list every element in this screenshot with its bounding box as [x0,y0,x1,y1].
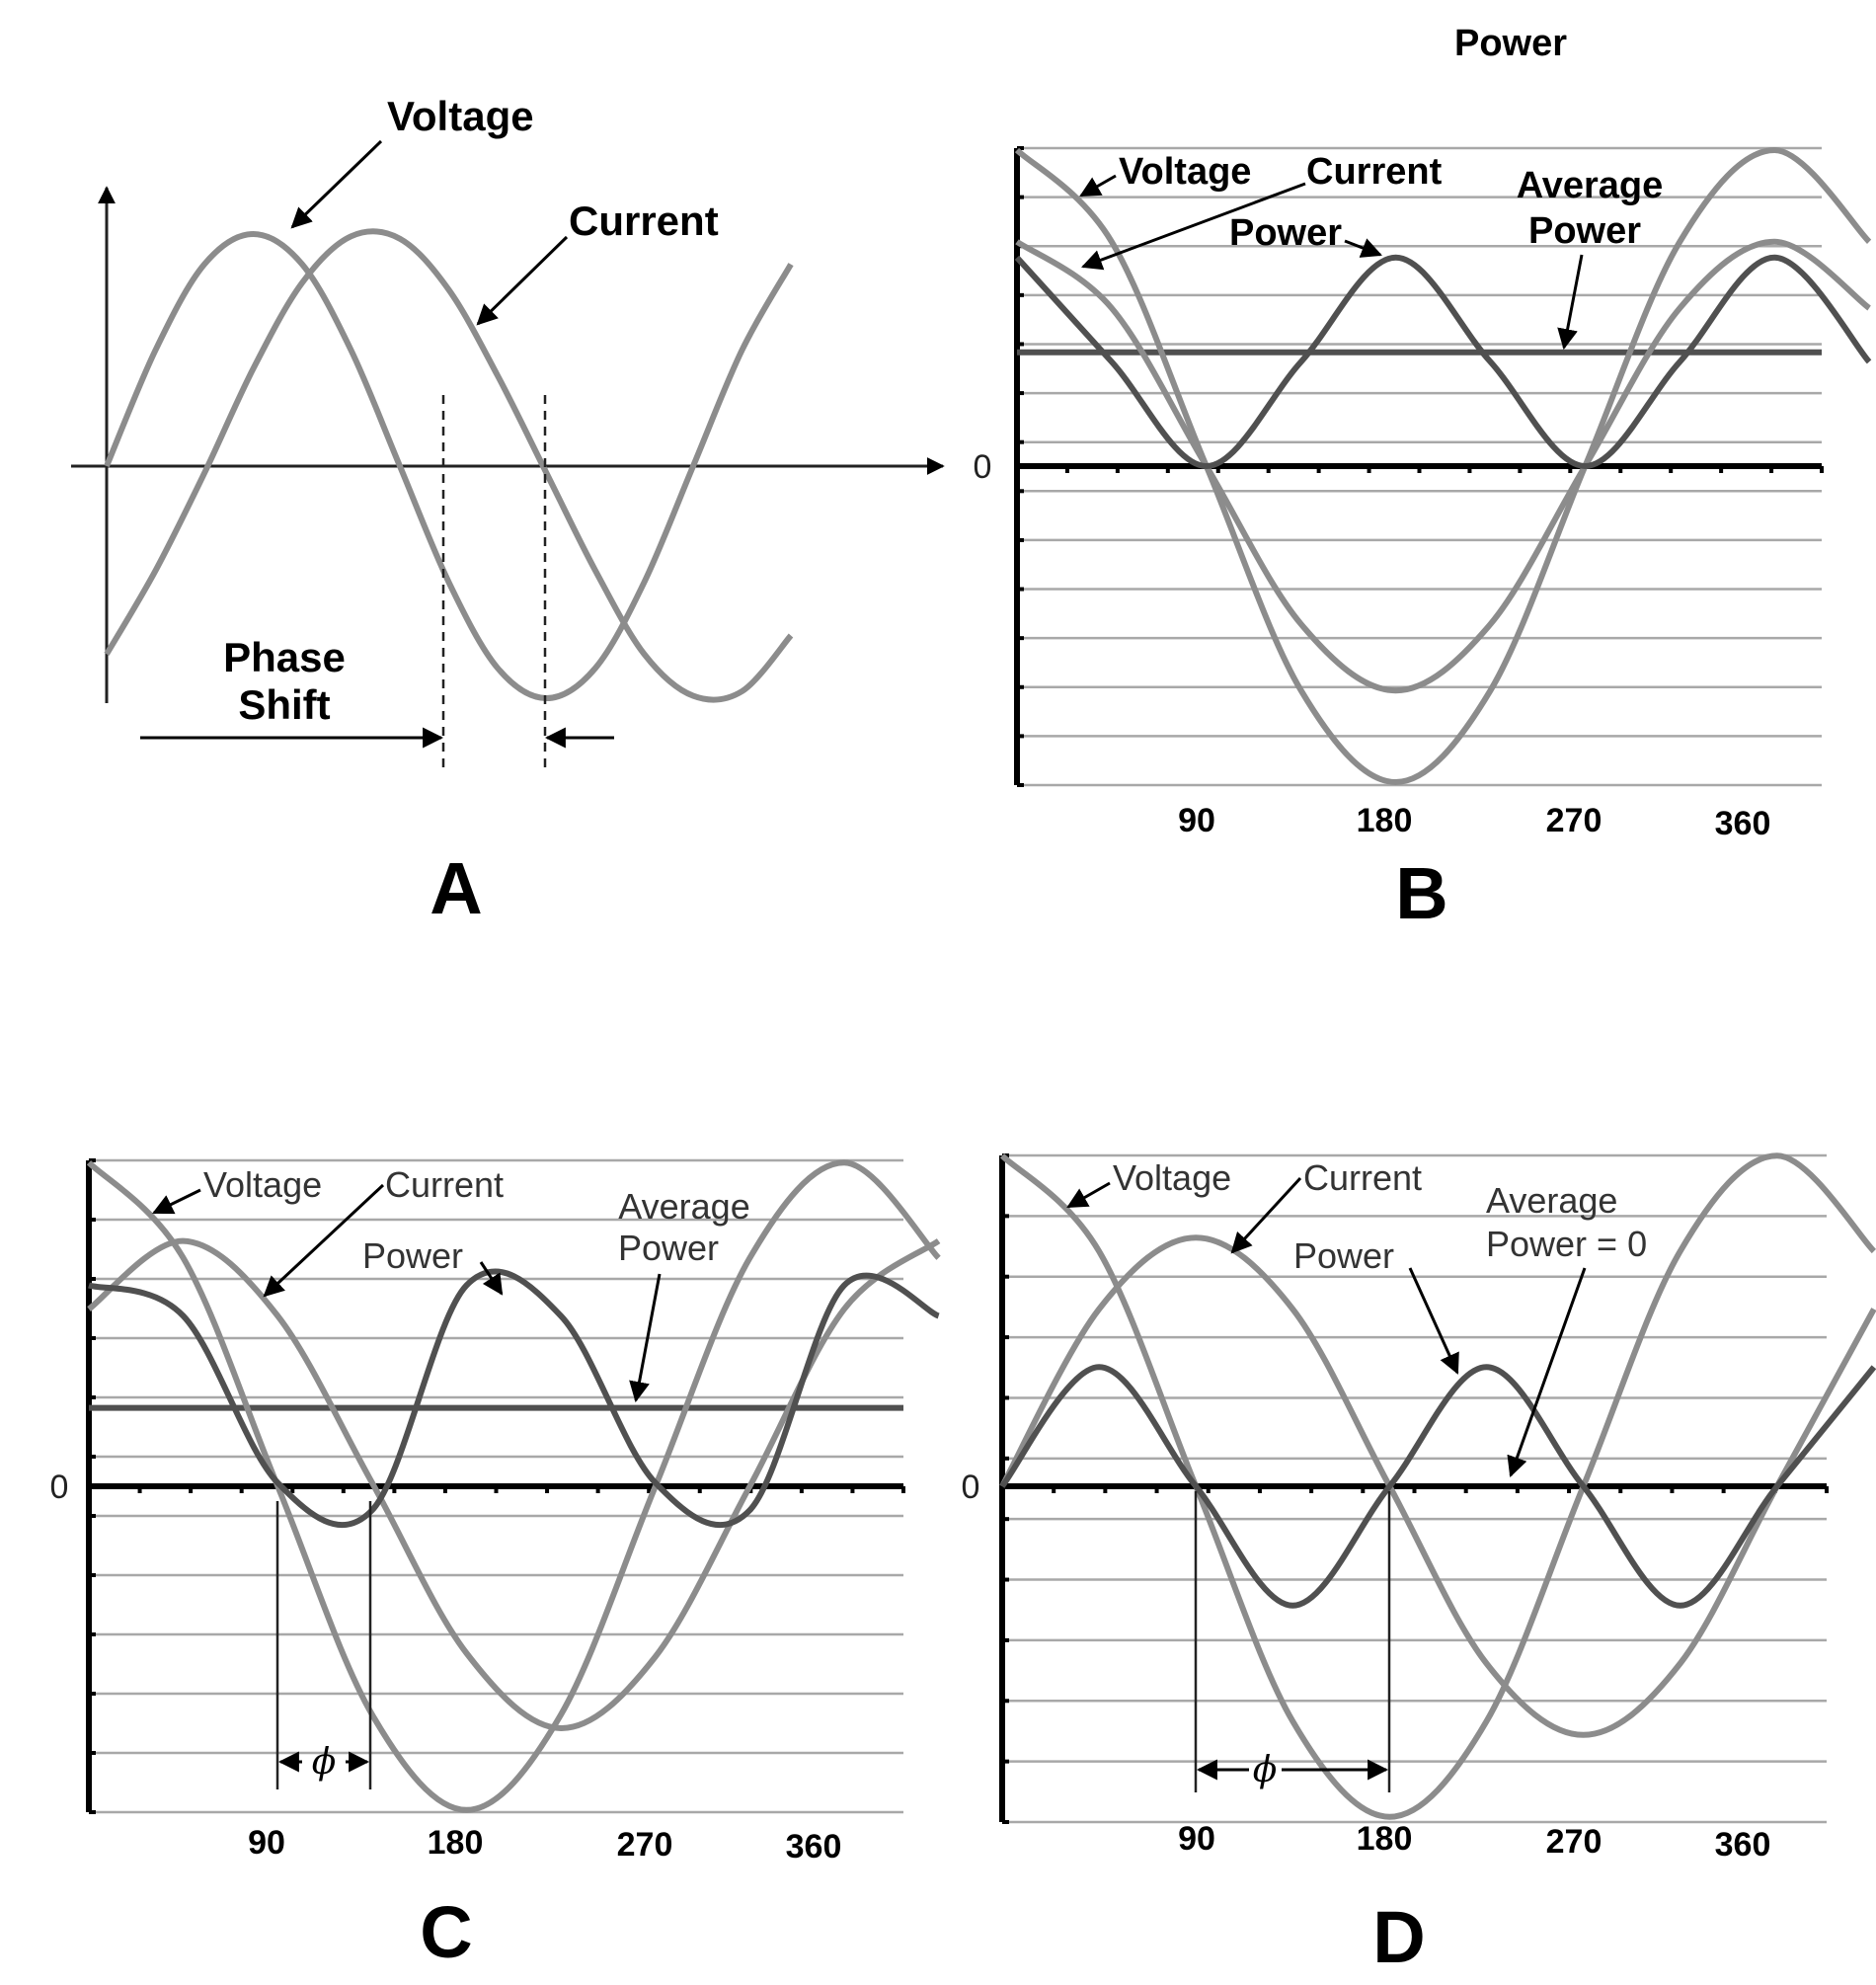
panel-c-tick-360: 360 [786,1828,842,1866]
panel-d-tick-90: 90 [1178,1820,1215,1858]
panel-c-tickmarks [87,1486,905,1493]
panel-d-voltage-wave [999,1152,1876,1820]
panel-d-voltage-label: Voltage [1113,1157,1231,1198]
panel-b: 0 90 180 270 360 Voltage Current Power A… [974,146,1872,934]
panel-c-average-pointer [629,1273,662,1403]
panel-c-power-wave [88,1268,940,1529]
panel-b-voltage-wave [1014,146,1872,786]
panel-d-tick-360: 360 [1715,1826,1771,1864]
panel-c-letter: C [420,1891,472,1973]
panel-c-power-label: Power [362,1235,463,1276]
panel-a-current-wave [104,228,794,703]
panel-b-average-label-2: Power [1528,210,1641,252]
panel-c-voltage-wave [86,1159,941,1813]
panel-b-average-pointer [1557,254,1584,351]
panel-b-average-label-1: Average [1517,165,1664,206]
panel-c-average-label-2: Power [618,1228,719,1268]
panel-c: ϕ 0 90 180 270 360 Voltage Current Power… [50,1158,941,1973]
panel-a-current-label: Current [569,198,719,244]
panel-d: ϕ 0 90 180 270 360 Voltage Current Power… [962,1152,1876,1978]
panel-c-tick-90: 90 [248,1824,285,1862]
panel-b-power-wave [1014,254,1872,470]
panel-b-tick-90: 90 [1178,802,1215,839]
panel-d-power-label: Power [1293,1235,1394,1276]
panel-d-current-label: Current [1303,1157,1422,1198]
panel-c-current-pointer [263,1183,385,1298]
panel-a: Phase Shift Voltage Current A [71,93,945,929]
panel-c-tick-180: 180 [428,1824,484,1862]
panel-b-letter: B [1395,852,1447,934]
panel-b-zero-label: 0 [974,448,992,486]
panel-a-voltage-wave [104,230,794,702]
panel-c-zero-label: 0 [50,1469,69,1506]
panel-c-power-pointer [479,1261,504,1296]
panel-b-power-pointer [1344,238,1382,258]
panel-d-power-pointer [1408,1267,1459,1375]
panel-b-tick-360: 360 [1715,805,1771,842]
panel-d-letter: D [1372,1896,1425,1978]
panel-b-tick-270: 270 [1546,802,1602,839]
panel-d-average-label-2: Power = 0 [1486,1224,1647,1264]
panel-a-current-pointer [476,235,569,326]
panel-b-power-label: Power [1229,212,1342,254]
panel-b-voltage-pointer [1079,174,1117,198]
panel-c-current-label: Current [385,1164,504,1205]
panel-d-tick-270: 270 [1546,1823,1602,1861]
panel-a-letter: A [430,847,482,929]
panel-a-phase-label-1: Phase [223,634,346,680]
panel-a-phase-label-2: Shift [238,681,330,728]
panel-d-power-wave [999,1364,1876,1609]
panel-d-current-wave [999,1234,1876,1738]
panel-b-voltage-label: Voltage [1119,151,1251,193]
panel-c-voltage-label: Voltage [203,1164,322,1205]
panel-b-tickmarks [1015,466,1824,473]
panel-c-phi-label: ϕ [312,1742,337,1783]
panel-d-current-pointer [1230,1176,1302,1254]
panel-d-voltage-pointer [1066,1181,1111,1209]
panel-d-phi-label: ϕ [1253,1750,1278,1790]
panel-c-tick-270: 270 [617,1826,673,1864]
figure-title: Power [1454,23,1567,64]
panel-d-zero-label: 0 [962,1469,980,1506]
panel-b-tick-180: 180 [1357,802,1413,839]
panel-c-average-label-1: Average [618,1186,749,1227]
panel-d-average-label-1: Average [1486,1180,1617,1221]
panel-b-current-pointer [1081,182,1306,271]
panel-d-average-pointer [1507,1267,1587,1477]
panel-d-tickmarks [1000,1486,1829,1493]
panel-c-voltage-pointer [152,1188,201,1215]
panel-b-current-wave [1015,238,1871,694]
panel-d-gridlines [1002,1153,1827,1824]
panel-b-current-label: Current [1306,151,1443,193]
panel-a-voltage-label: Voltage [387,93,534,139]
panel-a-voltage-pointer [290,139,383,229]
panel-d-tick-180: 180 [1357,1820,1413,1858]
